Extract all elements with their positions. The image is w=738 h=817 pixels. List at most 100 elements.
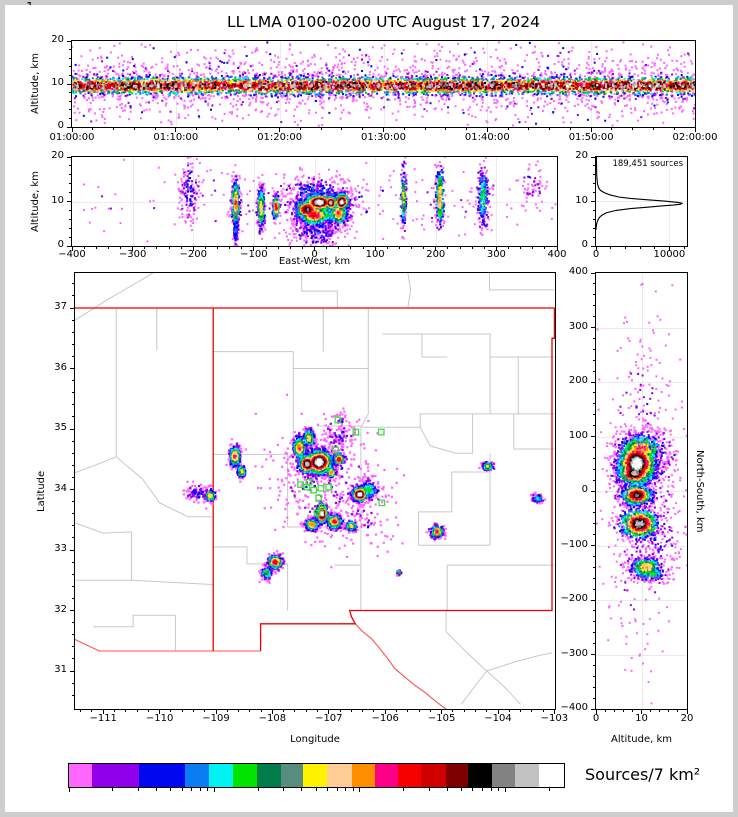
axis-tick [593, 479, 595, 481]
tick-label: −100 [240, 249, 268, 260]
axis-tick [72, 561, 74, 563]
axis-tick [652, 128, 654, 130]
lma-station-marker [315, 494, 323, 502]
tick-label: 300 [568, 320, 588, 332]
axis-tick [326, 247, 328, 249]
map-stations-svg [297, 416, 386, 517]
axis-tick [299, 128, 301, 130]
axis-tick [294, 710, 296, 712]
time-height-panel [71, 40, 696, 128]
axis-tick [72, 464, 74, 466]
axis-tick [593, 236, 595, 238]
colorbar-segment [69, 764, 92, 787]
colorbar-segment [492, 764, 516, 787]
ns-panel-ylabel: North-South, km [694, 449, 705, 533]
axis-tick [593, 446, 595, 448]
axis-tick [72, 585, 74, 587]
tick-label: 01:40:00 [464, 132, 510, 143]
axis-tick [336, 788, 338, 791]
axis-tick [639, 247, 641, 249]
axis-tick [204, 247, 206, 249]
axis-tick [593, 534, 595, 536]
axis-tick [593, 577, 595, 579]
axis-tick [591, 490, 595, 492]
colorbar-segment [374, 764, 399, 787]
axis-tick [495, 247, 497, 251]
axis-tick [593, 632, 595, 634]
colorbar-segment [351, 764, 375, 787]
tick-label: 300 [486, 249, 506, 260]
axis-tick [593, 414, 595, 416]
axis-tick [237, 128, 239, 130]
tick-label: −106 [371, 713, 399, 724]
tick-label: 100 [365, 249, 385, 260]
axis-tick [591, 272, 595, 274]
axis-tick [593, 457, 595, 459]
axis-tick [591, 545, 595, 546]
axis-tick [215, 710, 217, 714]
figure-title: LL LMA 0100-0200 UTC August 17, 2024 [227, 13, 540, 31]
tick-label: 01:00:00 [49, 132, 95, 143]
axis-tick [69, 92, 71, 94]
axis-tick [69, 192, 71, 194]
axis-tick [447, 247, 449, 249]
axis-tick [591, 381, 595, 383]
axis-tick [154, 128, 156, 130]
axis-tick [72, 452, 74, 454]
axis-tick [72, 634, 74, 636]
axis-tick [593, 643, 595, 645]
axis-tick [301, 247, 303, 249]
axis-tick [156, 247, 158, 249]
tick-label: 02:00:00 [672, 132, 718, 143]
axis-tick [112, 788, 114, 791]
axis-tick [69, 66, 71, 68]
axis-tick [72, 355, 74, 357]
axis-tick [216, 128, 218, 130]
axis-tick [622, 710, 624, 712]
axis-tick [204, 710, 206, 712]
axis-tick [345, 788, 347, 791]
tick-label: −104 [484, 713, 512, 724]
tick-label: −400 [560, 702, 588, 713]
axis-tick [301, 788, 303, 791]
axis-tick [383, 128, 384, 132]
axis-tick [593, 425, 595, 427]
axis-tick [68, 788, 70, 792]
axis-tick [593, 359, 595, 361]
axis-tick [338, 247, 340, 249]
axis-tick [507, 128, 509, 130]
axis-tick [199, 788, 201, 791]
axis-tick [446, 788, 448, 791]
axis-tick [67, 245, 71, 247]
tick-label: 0 [311, 249, 318, 260]
axis-tick [593, 370, 595, 372]
axis-tick [72, 392, 74, 394]
colorbar-label: Sources/7 km² [585, 765, 701, 784]
tick-label: 0 [57, 239, 64, 250]
tick-label: −107 [315, 713, 343, 724]
axis-tick [72, 404, 74, 406]
axis-tick [283, 710, 285, 712]
lma-station-marker [334, 416, 342, 424]
tick-label: 0 [57, 120, 64, 131]
tick-label: 10 [575, 194, 588, 206]
axis-tick [192, 710, 194, 712]
lma-station-marker [310, 486, 317, 494]
axis-tick [593, 337, 595, 339]
axis-tick [72, 331, 74, 333]
tick-label: 10 [635, 713, 648, 724]
axis-tick [217, 247, 218, 249]
axis-tick [339, 710, 341, 712]
axis-tick [591, 599, 595, 601]
axis-tick [352, 788, 354, 791]
axis-tick [441, 710, 443, 714]
axis-tick [508, 247, 509, 249]
axis-tick [72, 380, 74, 382]
axis-tick [305, 710, 307, 712]
colorbar-segment [232, 764, 257, 787]
axis-tick [424, 128, 426, 130]
colorbar-segment [208, 764, 233, 787]
axis-tick [548, 788, 550, 791]
axis-tick [553, 710, 555, 714]
